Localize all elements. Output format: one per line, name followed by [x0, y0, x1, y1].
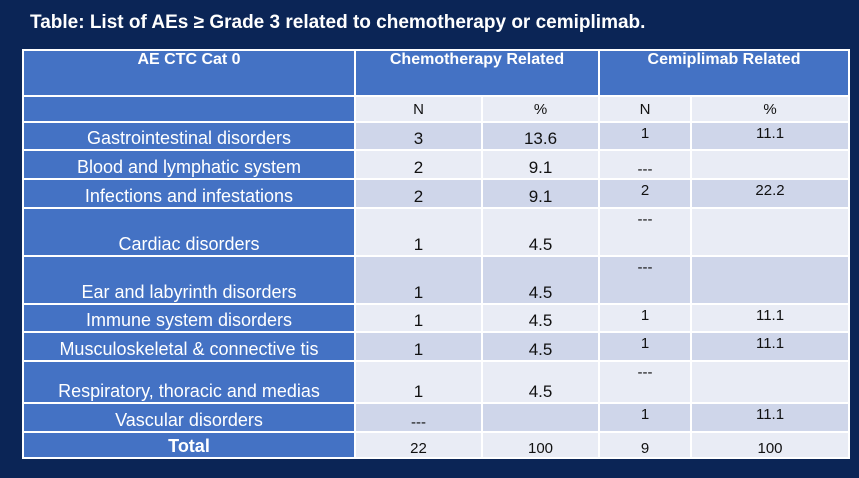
row-category: Cardiac disorders [22, 207, 356, 257]
ae-table: AE CTC Cat 0 Chemotherapy Related Cemipl… [22, 49, 851, 459]
table-row: Respiratory, thoracic and medias 1 4.5 -… [22, 360, 851, 404]
row-category: Vascular disorders [22, 402, 356, 433]
row-cemi-percent: 11.1 [690, 331, 851, 362]
table-row: Ear and labyrinth disorders 1 4.5 --- [22, 255, 851, 305]
row-cemi-percent: 11.1 [690, 121, 851, 151]
header-cemiplimab-related: Cemiplimab Related [598, 49, 851, 97]
subheader-row: N % N % [22, 95, 851, 123]
row-category: Respiratory, thoracic and medias [22, 360, 356, 404]
row-chemo-percent: 4.5 [480, 255, 601, 305]
row-chemo-percent [480, 402, 601, 433]
row-chemo-percent: 4.5 [480, 331, 601, 362]
table-row: Infections and infestations 2 9.1 2 22.2 [22, 178, 851, 209]
row-chemo-n: 1 [354, 207, 483, 257]
total-label: Total [22, 431, 356, 459]
table-row: Blood and lymphatic system 2 9.1 --- [22, 149, 851, 180]
row-chemo-n: 2 [354, 149, 483, 180]
row-cemi-percent [690, 255, 851, 305]
row-chemo-n: 1 [354, 255, 483, 305]
row-chemo-n: 3 [354, 121, 483, 151]
table-row: Immune system disorders 1 4.5 1 11.1 [22, 303, 851, 333]
row-cemi-percent [690, 207, 851, 257]
row-category: Gastrointestinal disorders [22, 121, 356, 151]
row-cemi-n: 1 [598, 121, 693, 151]
row-cemi-n: 1 [598, 331, 693, 362]
subheader-blank [22, 95, 356, 123]
row-category: Infections and infestations [22, 178, 356, 209]
table-row: Cardiac disorders 1 4.5 --- [22, 207, 851, 257]
row-chemo-percent: 9.1 [480, 178, 601, 209]
row-cemi-n: 2 [598, 178, 693, 209]
total-chemo-n: 22 [354, 431, 483, 459]
table-title: Table: List of AEs ≥ Grade 3 related to … [30, 12, 646, 33]
row-cemi-n: 1 [598, 303, 693, 333]
row-chemo-percent: 4.5 [480, 207, 601, 257]
row-chemo-percent: 9.1 [480, 149, 601, 180]
row-chemo-percent: 4.5 [480, 360, 601, 404]
row-cemi-n: --- [598, 207, 693, 257]
subheader-chemo-n: N [354, 95, 483, 123]
row-chemo-percent: 13.6 [480, 121, 601, 151]
row-cemi-percent: 11.1 [690, 303, 851, 333]
row-cemi-percent: 22.2 [690, 178, 851, 209]
row-cemi-percent [690, 360, 851, 404]
total-cemi-percent: 100 [690, 431, 851, 459]
header-chemotherapy-related: Chemotherapy Related [353, 49, 601, 97]
total-row: Total 22 100 9 100 [22, 431, 851, 459]
total-cemi-n: 9 [598, 431, 693, 459]
row-category: Immune system disorders [22, 303, 356, 333]
row-chemo-n: 1 [354, 360, 483, 404]
row-chemo-n: 2 [354, 178, 483, 209]
row-category: Blood and lymphatic system [22, 149, 356, 180]
subheader-chemo-percent: % [480, 95, 601, 123]
row-cemi-n: 1 [598, 402, 693, 433]
table-row: Vascular disorders --- 1 11.1 [22, 402, 851, 433]
total-chemo-percent: 100 [480, 431, 601, 459]
subheader-cemi-n: N [598, 95, 693, 123]
row-cemi-n: --- [598, 360, 693, 404]
row-chemo-n: 1 [354, 331, 483, 362]
row-category: Ear and labyrinth disorders [22, 255, 356, 305]
subheader-cemi-percent: % [690, 95, 851, 123]
row-cemi-n: --- [598, 255, 693, 305]
row-cemi-n: --- [598, 149, 693, 180]
table-row: Gastrointestinal disorders 3 13.6 1 11.1 [22, 121, 851, 151]
row-chemo-n: --- [354, 402, 483, 433]
row-chemo-n: 1 [354, 303, 483, 333]
table-row: Musculoskeletal & connective tis 1 4.5 1… [22, 331, 851, 362]
header-category: AE CTC Cat 0 [22, 49, 356, 97]
row-chemo-percent: 4.5 [480, 303, 601, 333]
row-cemi-percent [690, 149, 851, 180]
row-cemi-percent: 11.1 [690, 402, 851, 433]
row-category: Musculoskeletal & connective tis [22, 331, 356, 362]
